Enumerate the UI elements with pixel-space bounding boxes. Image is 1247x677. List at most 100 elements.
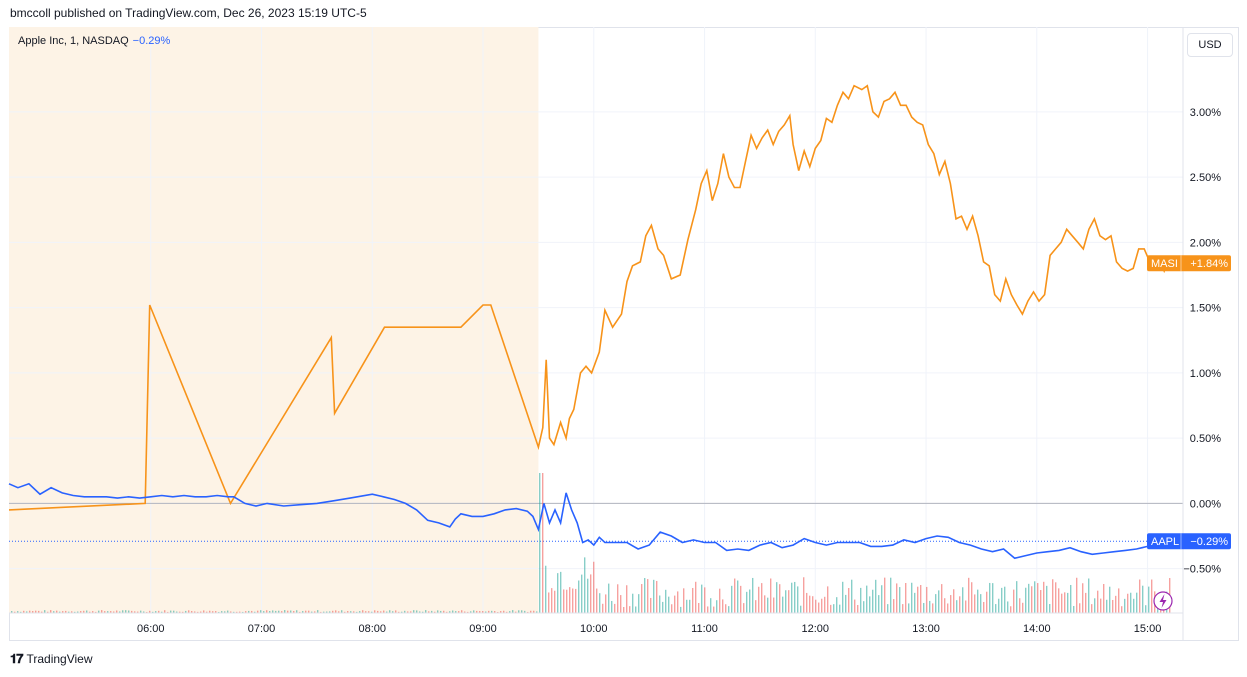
volume-bar <box>383 610 385 613</box>
footer-brand[interactable]: 𝟏𝟕 TradingView <box>10 651 93 667</box>
volume-bar <box>242 611 244 613</box>
volume-bar <box>476 610 478 613</box>
volume-bar <box>611 600 613 613</box>
volume-bar <box>92 611 94 613</box>
volume-bar <box>29 610 31 613</box>
volume-bar <box>578 580 580 613</box>
volume-bar <box>518 610 520 613</box>
volume-bar <box>1058 588 1060 613</box>
volume-bar <box>512 610 514 613</box>
volume-bar <box>899 587 901 613</box>
series-legend[interactable]: Apple Inc, 1, NASDAQ −0.29% <box>18 35 170 47</box>
volume-bar <box>953 589 955 613</box>
volume-bar <box>698 602 700 613</box>
volume-bar <box>1136 592 1138 613</box>
volume-bar <box>215 611 217 613</box>
volume-bar <box>1067 592 1069 613</box>
volume-bar <box>917 586 919 613</box>
volume-bar <box>806 592 808 613</box>
volume-bar <box>464 611 466 613</box>
volume-bar <box>569 587 571 613</box>
volume-bar <box>206 611 208 613</box>
volume-bar <box>887 604 889 613</box>
price-axis: 3.00% 2.50% 2.00% 1.50% 1.00% 0.50% 0.00% −0.50… <box>1183 107 1221 576</box>
volume-bar <box>896 583 898 613</box>
volume-bar <box>749 589 751 613</box>
volume-bar <box>791 582 793 613</box>
volume-bar <box>893 599 895 613</box>
legend-change: −0.29% <box>132 35 171 47</box>
volume-bar <box>986 591 988 613</box>
volume-bar <box>818 602 820 613</box>
volume-bar <box>212 611 214 613</box>
volume-bar <box>968 577 970 613</box>
volume-bar <box>515 611 517 613</box>
volume-bar <box>1127 593 1129 613</box>
volume-bar <box>998 598 1000 613</box>
volume-bar <box>101 610 103 613</box>
volume-bar <box>467 611 469 613</box>
x-tick-label: 06:00 <box>137 623 165 635</box>
lightning-icon[interactable] <box>1153 591 1173 611</box>
volume-bar <box>50 610 52 613</box>
volume-bar <box>227 610 229 613</box>
volume-bar <box>95 611 97 613</box>
volume-bar <box>644 578 646 613</box>
volume-bar <box>536 611 538 613</box>
volume-bar <box>443 610 445 613</box>
volume-bar <box>1025 587 1027 613</box>
volume-bar <box>236 611 238 613</box>
volume-bar <box>524 610 526 613</box>
volume-bar <box>332 610 334 613</box>
volume-bar <box>80 611 82 613</box>
volume-bar <box>1079 603 1081 613</box>
volume-bar <box>722 599 724 613</box>
masi-last-label-background <box>1147 255 1231 272</box>
x-tick-label: 07:00 <box>248 623 276 635</box>
volume-bar <box>488 610 490 613</box>
volume-bar <box>866 585 868 613</box>
y-tick-label: 0.50% <box>1190 433 1221 445</box>
volume-bar <box>377 610 379 613</box>
volume-bar <box>689 599 691 613</box>
volume-bar <box>371 611 373 613</box>
volume-bar <box>77 611 79 613</box>
volume-bar <box>1031 586 1033 613</box>
volume-bar <box>203 610 205 613</box>
volume-bar <box>98 610 100 613</box>
volume-bar <box>104 611 106 613</box>
volume-bar <box>908 603 910 613</box>
volume-bar <box>302 611 304 613</box>
volume-bar <box>308 610 310 613</box>
volume-bar <box>605 594 607 613</box>
volume-bar <box>56 610 58 613</box>
volume-bar <box>647 579 649 613</box>
volume-bar <box>530 610 532 613</box>
volume-bar <box>884 577 886 613</box>
volume-bar <box>1112 599 1114 613</box>
volume-bar <box>35 610 37 613</box>
volume-bar <box>146 611 148 613</box>
volume-bar <box>602 603 604 613</box>
volume-bar <box>53 611 55 613</box>
volume-bar <box>173 610 175 613</box>
currency-button[interactable]: USD <box>1187 33 1233 57</box>
volume-bar <box>659 595 661 613</box>
volume-bar <box>44 610 46 613</box>
aapl-last-label-symbol: AAPL <box>1151 536 1179 548</box>
volume-bar <box>389 610 391 613</box>
volume-bar <box>680 606 682 613</box>
volume-bar <box>125 610 127 613</box>
volume-bar <box>1088 578 1090 613</box>
volume-bar <box>635 606 637 613</box>
volume-bar <box>773 597 775 613</box>
volume-bar <box>239 611 241 613</box>
volume-bar <box>788 590 790 613</box>
volume-bar <box>374 610 376 613</box>
volume-bar <box>428 611 430 613</box>
volume-bar <box>329 611 331 613</box>
volume-bar <box>1100 598 1102 613</box>
volume-bar <box>1118 588 1120 613</box>
volume-bar <box>266 610 268 613</box>
